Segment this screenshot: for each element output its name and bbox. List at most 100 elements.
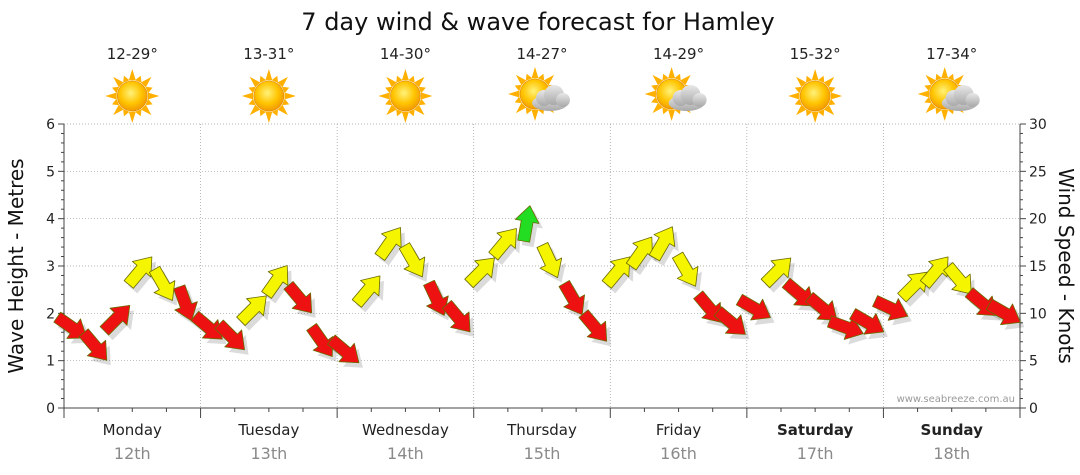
sun-ray [241,92,254,100]
day-name: Sunday [921,421,984,439]
sun-ray [277,104,288,116]
wind-arrow [514,205,540,243]
sun-ray [147,92,160,100]
y-tick-label-left: 3 [46,259,55,275]
wind-arrow [713,306,746,335]
temperature-range: 12-29° [107,45,158,63]
wind-arrow [423,279,449,316]
sun-ray [805,109,813,117]
wind-arrow [735,294,771,321]
wind-arrows [53,205,1021,364]
wind-arrow [327,334,360,364]
wind-arrow [173,284,198,322]
cloud-puff [556,93,570,107]
y-tick-label-left: 0 [46,401,55,417]
sun-ray [796,76,807,88]
y-tick-label-right: 25 [1029,164,1047,180]
sun-ray [396,109,403,117]
sun-disc [799,80,831,112]
sun-ray [788,92,800,100]
sun-ray [823,104,835,116]
sun-ray [514,96,522,104]
day-name: Thursday [506,421,577,439]
sun-ray [652,102,663,114]
cloud-puff [965,93,980,107]
y-axis-left-title: Wave Height - Metres [4,158,28,373]
grid [63,123,1021,408]
day-date: 13th [250,444,287,463]
day-date: 16th [660,444,697,463]
day-name: Friday [656,421,702,439]
wind-arrow [558,280,585,316]
sun-disc [116,80,148,112]
sun-ray [811,69,819,81]
y-tick-label-left: 5 [46,164,55,180]
day-date: 15th [524,444,561,463]
sun-ray [105,92,117,100]
wind-arrow [123,256,153,289]
sun-ray [265,111,273,123]
sun-ray [515,74,527,86]
day-name: Tuesday [237,421,299,439]
cloud-puff [692,93,707,107]
day-name: Wednesday [362,421,449,439]
sun-ray [385,98,393,106]
sun-ray [680,74,691,86]
wind-arrow [306,323,334,357]
sun-ray [543,74,555,86]
sun-ray [128,69,136,81]
sun-ray [123,75,130,83]
day-date: 18th [933,444,970,463]
y-tick-label-left: 4 [46,212,55,228]
sun-ray [401,69,409,81]
wind-arrow [760,257,792,289]
wind-arrow [53,311,88,339]
wind-arrow [283,281,313,314]
sun-ray [418,98,426,106]
sun-ray [947,73,954,81]
sun-ray [386,76,397,88]
sun-ray [140,104,152,116]
partly-cloudy-icon [917,67,980,121]
wind-arrow [693,290,722,323]
sun-icon [378,69,433,123]
sun-ray [794,98,803,106]
sun-ray [249,104,261,116]
sun-ray [794,86,803,94]
sun-ray [396,75,403,83]
day-date: 14th [387,444,424,463]
sun-disc [253,80,285,112]
sun-ray [935,73,942,81]
wind-arrow [190,310,223,340]
temperature-range: 13-31° [243,45,294,63]
partly-cloudy-icon [644,67,707,121]
wind-arrow [805,292,838,321]
cloud-shape [532,85,570,111]
sun-ray [925,74,937,86]
sun-ray [644,90,656,98]
day-date: 17th [797,444,834,463]
y-tick-label-right: 30 [1029,117,1047,133]
y-tick-label-right: 0 [1029,401,1038,417]
sun-ray [421,92,433,100]
sun-ray [817,109,825,117]
sun-ray [515,102,527,114]
sun-ray [281,98,290,106]
sun-ray [414,76,425,88]
wind-arrow [488,228,517,261]
sun-ray [123,109,130,117]
sun-ray [514,84,522,92]
chart-title: 7 day wind & wave forecast for Hamley [301,8,774,36]
wind-arrow [672,251,699,287]
wind-arrow [849,308,885,335]
sun-ray [408,109,415,117]
day-weather-row: 12-29° 13-31° 14-30° 14-27° 14-29° 15-32° 17-3… [105,45,980,123]
sun-ray [112,98,120,106]
y-tick-label-left: 1 [46,354,55,370]
wind-arrow [374,227,402,261]
wind-arrow [441,300,471,333]
sun-ray [277,76,288,88]
sun-ray [128,111,136,123]
sun-disc [390,80,421,112]
sun-ray [112,86,120,94]
